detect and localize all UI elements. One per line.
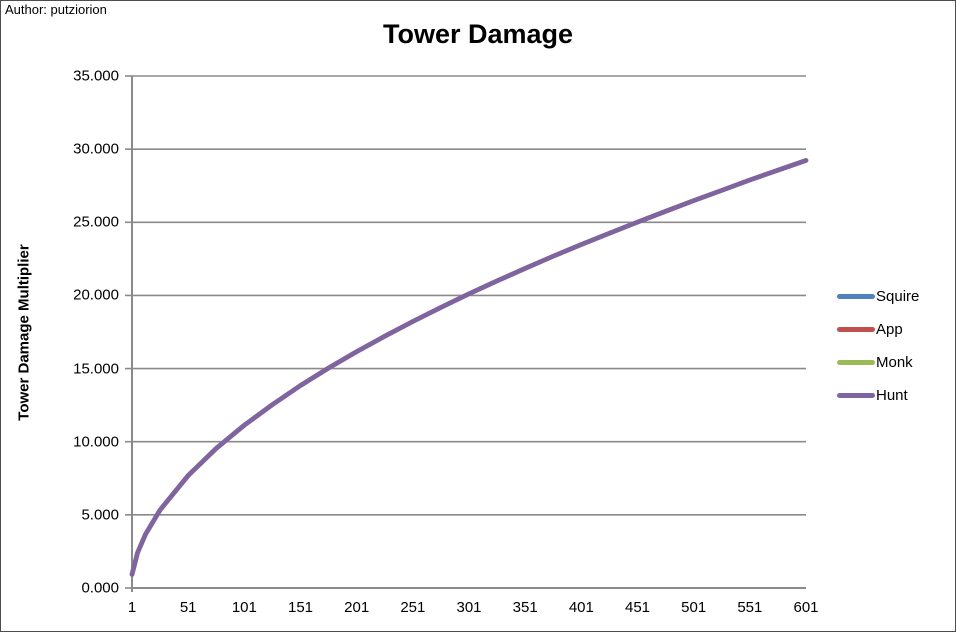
chart-title: Tower Damage	[382, 19, 574, 49]
x-tick-label: 51	[179, 599, 197, 616]
y-tick-label: 25.000	[73, 213, 119, 231]
x-tick-label: 151	[287, 599, 314, 616]
legend-label: Hunt	[876, 387, 908, 404]
legend: Squire App Monk Hunt	[837, 280, 919, 412]
y-tick-label: 30.000	[73, 140, 119, 158]
legend-label: Monk	[876, 354, 913, 371]
y-tick-label: 10.000	[73, 433, 119, 451]
y-tick-label: 35.000	[73, 67, 119, 85]
y-tick-label: 20.000	[73, 286, 119, 304]
x-tick-label: 501	[681, 599, 707, 616]
x-tick-label: 601	[793, 599, 819, 616]
hunt-line-swatch	[837, 393, 875, 398]
legend-item-squire: Squire	[837, 280, 919, 313]
x-tick-label: 1	[127, 599, 137, 616]
x-tick-label: 451	[624, 599, 651, 616]
x-tick-label: 301	[456, 599, 482, 616]
series-line-hunt	[129, 158, 809, 577]
x-tick-label: 401	[568, 599, 594, 616]
author-credit: Author: putziorion	[5, 2, 107, 17]
y-tick-label: 5.000	[81, 506, 119, 524]
legend-item-hunt: Hunt	[837, 379, 919, 412]
legend-item-app: App	[837, 313, 919, 346]
legend-item-monk: Monk	[837, 346, 919, 379]
legend-label: Squire	[876, 288, 920, 305]
x-tick-label: 101	[231, 599, 257, 616]
monk-line-swatch	[837, 360, 875, 365]
legend-label: App	[876, 321, 903, 338]
y-tick-label: 0.000	[81, 579, 119, 597]
x-tick-label: 351	[512, 599, 538, 616]
y-tick-label: 15.000	[73, 360, 119, 378]
x-tick-label: 201	[344, 599, 370, 616]
app-line-swatch	[837, 327, 875, 332]
squire-line-swatch	[837, 294, 875, 299]
x-tick-label: 251	[400, 599, 426, 616]
x-tick-label: 551	[737, 599, 763, 616]
